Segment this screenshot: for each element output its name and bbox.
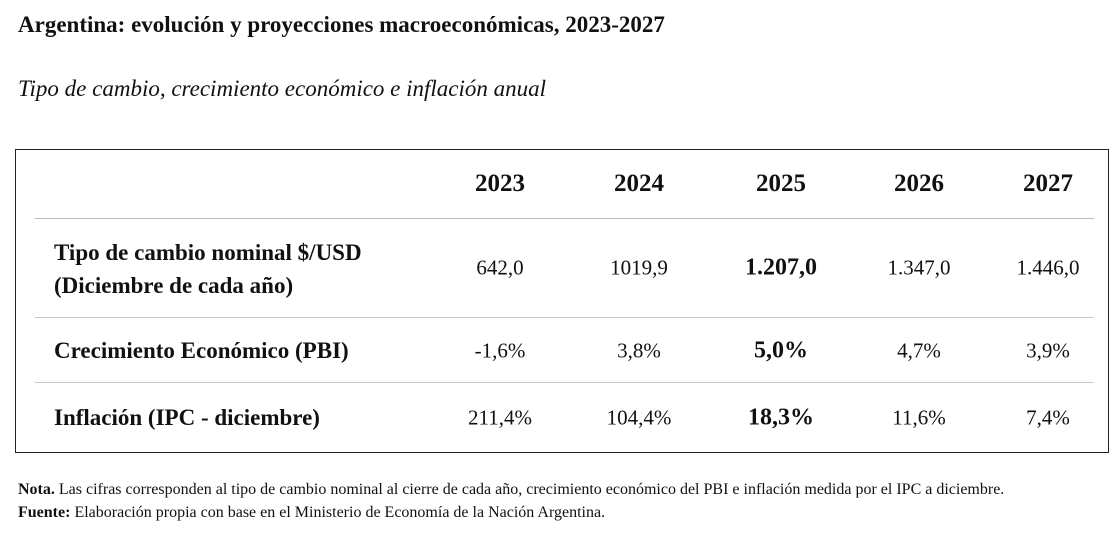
page-title: Argentina: evolución y proyecciones macr… [18,12,665,37]
year-header-2027: 2027 [1023,170,1073,197]
table-cell: 104,4% [606,405,672,430]
row-divider [35,317,1094,318]
year-header-2023: 2023 [475,170,525,197]
table-cell-highlight: 1.207,0 [745,254,817,281]
table-cell: 11,6% [892,405,946,430]
macro-table: 2023 2024 2025 2026 2027 Tipo de cambio … [15,149,1109,453]
table-cell-highlight: 18,3% [748,404,814,431]
table-cell: 1019,9 [610,255,668,280]
note-label: Nota. [18,481,55,498]
table-cell: 3,8% [617,338,661,363]
row-label-line2: (Diciembre de cada año) [54,273,294,298]
table-cell: 1.446,0 [1016,255,1080,280]
table-cell: 3,9% [1026,338,1070,363]
note-paragraph: Nota. Las cifras corresponden al tipo de… [18,478,1018,501]
note-text: Las cifras corresponden al tipo de cambi… [54,481,1005,498]
row-label-inflation: Inflación (IPC - diciembre) [54,405,320,430]
table-notes: Nota. Las cifras corresponden al tipo de… [18,478,1018,524]
row-label-gdp-growth: Crecimiento Económico (PBI) [54,338,349,363]
table-cell: 211,4% [468,405,532,430]
table-cell: -1,6% [474,338,526,363]
table-cell: 7,4% [1026,405,1070,430]
row-divider [35,382,1094,383]
page-subtitle: Tipo de cambio, crecimiento económico e … [18,76,547,101]
year-header-2026: 2026 [894,170,944,197]
source-paragraph: Fuente: Elaboración propia con base en e… [18,501,1018,524]
table-cell: 1.347,0 [887,255,951,280]
table-cell: 642,0 [476,255,524,280]
source-text: Elaboración propia con base en el Minist… [70,504,606,521]
year-header-2024: 2024 [614,170,664,197]
table-cell: 4,7% [897,338,941,363]
source-label: Fuente: [18,504,71,521]
row-label-exchange-rate: Tipo de cambio nominal $/USD (Diciembre … [54,236,362,302]
table-cell-highlight: 5,0% [754,337,808,364]
row-label-line1: Tipo de cambio nominal $/USD [54,240,362,265]
year-header-2025: 2025 [756,170,806,197]
header-divider [35,218,1094,219]
